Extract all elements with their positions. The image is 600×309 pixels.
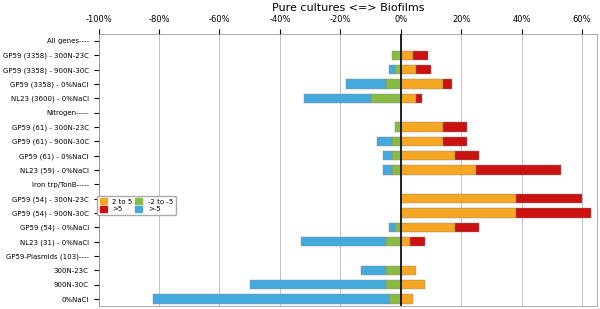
Bar <box>383 151 392 160</box>
Bar <box>377 137 392 146</box>
Bar <box>515 194 582 203</box>
Bar <box>401 94 416 103</box>
Bar <box>443 79 452 89</box>
Legend: 2 to 5, >5, -2 to -5, >-5: 2 to 5, >5, -2 to -5, >-5 <box>97 196 176 215</box>
Bar <box>389 294 401 304</box>
Title: Pure cultures <=> Biofilms: Pure cultures <=> Biofilms <box>272 3 424 13</box>
Bar <box>361 266 386 275</box>
Bar <box>392 137 401 146</box>
Bar <box>386 237 401 246</box>
Bar <box>410 237 425 246</box>
Bar <box>346 79 386 89</box>
Bar <box>395 223 401 232</box>
Bar <box>401 208 515 218</box>
Bar <box>371 94 401 103</box>
Bar <box>392 51 401 60</box>
Bar <box>395 122 401 132</box>
Bar <box>304 94 371 103</box>
Bar <box>443 137 467 146</box>
Bar <box>392 151 401 160</box>
Bar <box>395 65 401 74</box>
Bar <box>153 294 389 304</box>
Bar <box>386 79 401 89</box>
Bar <box>383 165 392 175</box>
Bar <box>401 151 455 160</box>
Bar <box>476 165 561 175</box>
Bar <box>386 266 401 275</box>
Bar <box>416 65 431 74</box>
Bar <box>443 122 467 132</box>
Bar <box>416 94 422 103</box>
Bar <box>455 223 479 232</box>
Bar <box>401 51 413 60</box>
Bar <box>401 137 443 146</box>
Bar <box>401 280 425 289</box>
Bar <box>389 223 395 232</box>
Bar <box>301 237 386 246</box>
Bar <box>250 280 386 289</box>
Bar <box>401 223 455 232</box>
Bar <box>401 65 416 74</box>
Bar <box>401 122 443 132</box>
Bar <box>401 294 413 304</box>
Bar <box>401 237 410 246</box>
Bar <box>401 266 416 275</box>
Bar <box>413 51 428 60</box>
Bar <box>389 65 395 74</box>
Bar <box>392 165 401 175</box>
Bar <box>515 208 591 218</box>
Bar <box>401 79 443 89</box>
Bar <box>455 151 479 160</box>
Bar <box>386 280 401 289</box>
Bar <box>401 194 515 203</box>
Bar <box>401 165 476 175</box>
